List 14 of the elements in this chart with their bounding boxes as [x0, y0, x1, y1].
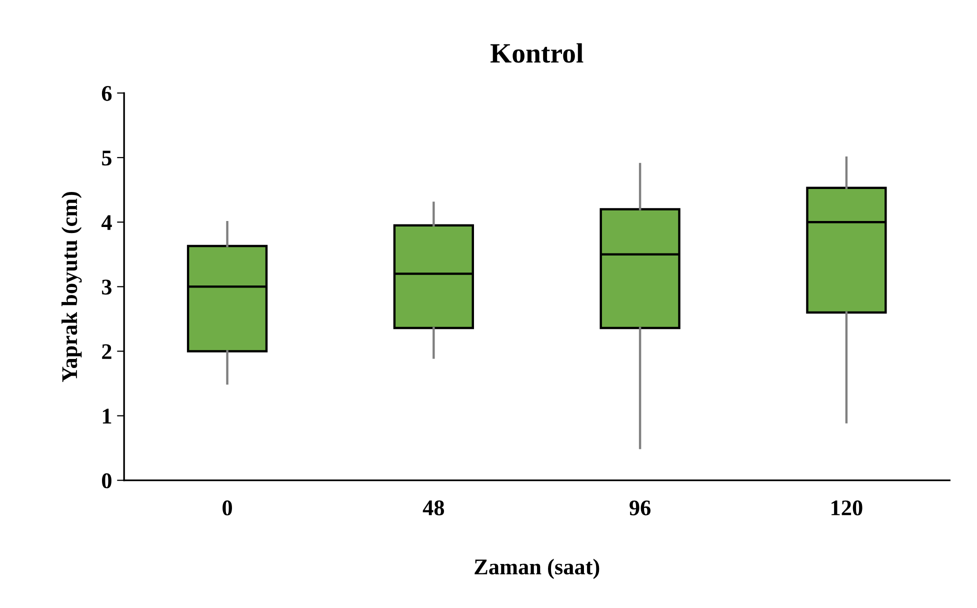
- chart-title: Kontrol: [490, 43, 584, 63]
- y-axis-title: Yaprak boyutu (cm): [62, 192, 82, 382]
- y-tick-label: 4: [101, 215, 112, 230]
- y-tick-label: 3: [102, 280, 112, 295]
- y-tick-label: 6: [102, 86, 112, 101]
- x-tick-label: 96: [630, 500, 651, 516]
- x-tick-label: 120: [832, 500, 862, 516]
- x-axis-title: Zaman (saat): [474, 558, 600, 579]
- y-tick-label: 0: [102, 473, 112, 488]
- y-tick-label: 2: [102, 344, 112, 359]
- y-tick-label: 5: [102, 150, 112, 166]
- x-tick-label: 48: [422, 500, 444, 516]
- y-tick-label: 1: [102, 408, 112, 424]
- x-tick-label: 0: [222, 500, 232, 516]
